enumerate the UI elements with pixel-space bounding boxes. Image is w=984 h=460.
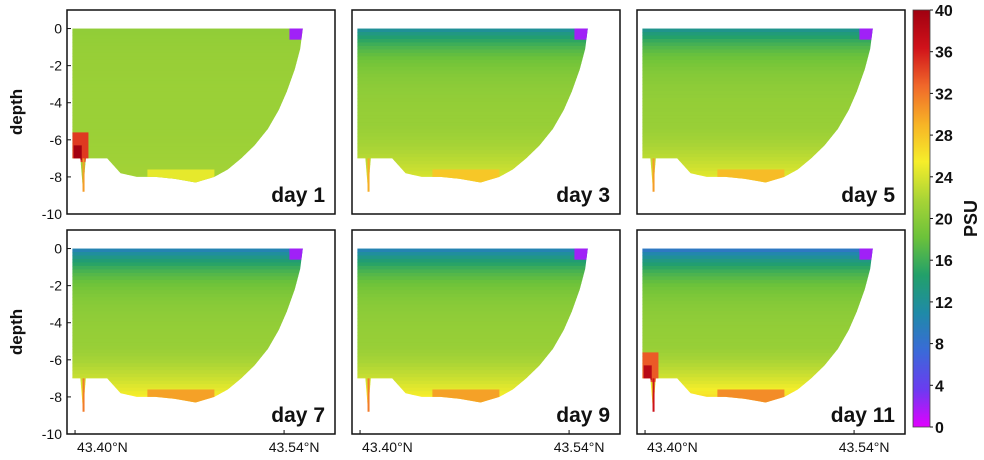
y-tick-label: -8 [50, 169, 63, 185]
x-tick-label: 43.54°N [269, 439, 320, 455]
colorbar-gradient [912, 9, 931, 428]
x-tick-label: 43.54°N [839, 439, 890, 455]
y-tick-label: -4 [50, 95, 63, 111]
y-tick-label: -2 [50, 58, 63, 74]
y-tick-label: 0 [54, 241, 62, 257]
panel-label: day 1 [271, 184, 325, 207]
colorbar-tick-label: 24 [935, 170, 953, 187]
panel-frame [66, 229, 336, 435]
colorbar-tick-label: 36 [935, 45, 953, 62]
panel-frame [66, 9, 336, 215]
panel-frame [351, 9, 621, 215]
y-tick-label: -6 [50, 132, 63, 148]
x-tick-label: 43.54°N [554, 439, 605, 455]
colorbar-tick-label: 16 [935, 253, 953, 270]
colorbar-tick-label: 40 [935, 3, 953, 20]
y-tick-label: -10 [42, 206, 62, 222]
panel-day-11: day 11 43.40°N 43.54°N [636, 229, 906, 455]
y-tick-label: -10 [42, 426, 62, 442]
salinity-field [72, 28, 303, 192]
panel-label: day 9 [556, 404, 610, 427]
panel-label: day 5 [841, 184, 895, 207]
colorbar-tick-label: 0 [935, 420, 944, 437]
colorbar-tick-label: 20 [935, 212, 953, 229]
y-tick-label: 0 [54, 21, 62, 37]
panel-day-1: day 1 0 -2 -4 -6 -8 -10 [42, 9, 336, 222]
panel-frame [351, 229, 621, 435]
colorbar-tick-label: 32 [935, 86, 953, 103]
salinity-field [72, 248, 303, 412]
x-tick-label: 43.40°N [362, 439, 413, 455]
y-tick-label: -4 [50, 315, 63, 331]
panel-label: day 3 [556, 184, 610, 207]
x-tick-label: 43.40°N [647, 439, 698, 455]
salinity-field [357, 28, 588, 192]
salinity-field [642, 28, 873, 192]
colorbar-tick-label: 28 [935, 128, 953, 145]
colorbar-tick-label: 12 [935, 295, 953, 312]
panel-day-9: day 9 43.40°N 43.54°N [351, 229, 621, 455]
panel-day-7: day 7 0 -2 -4 -6 -8 -10 43.40°N 43.54°N [42, 229, 336, 455]
panel-label: day 7 [271, 404, 325, 427]
y-tick-label: -8 [50, 389, 63, 405]
y-axis-label: depth [7, 309, 26, 355]
panel-label: day 11 [831, 404, 896, 427]
colorbar-tick-label: 8 [935, 337, 944, 354]
salinity-field [642, 248, 873, 412]
y-tick-label: -2 [50, 278, 63, 294]
panel-day-3: day 3 [351, 9, 621, 215]
y-tick-label: -6 [50, 352, 63, 368]
panel-day-5: day 5 [636, 9, 906, 215]
colorbar-tick-label: 4 [935, 378, 944, 395]
panel-frame [636, 229, 906, 435]
salinity-field [357, 248, 588, 412]
y-axis-label: depth [7, 89, 26, 135]
panel-frame [636, 9, 906, 215]
x-tick-label: 43.40°N [77, 439, 128, 455]
colorbar-title: PSU [961, 200, 981, 237]
